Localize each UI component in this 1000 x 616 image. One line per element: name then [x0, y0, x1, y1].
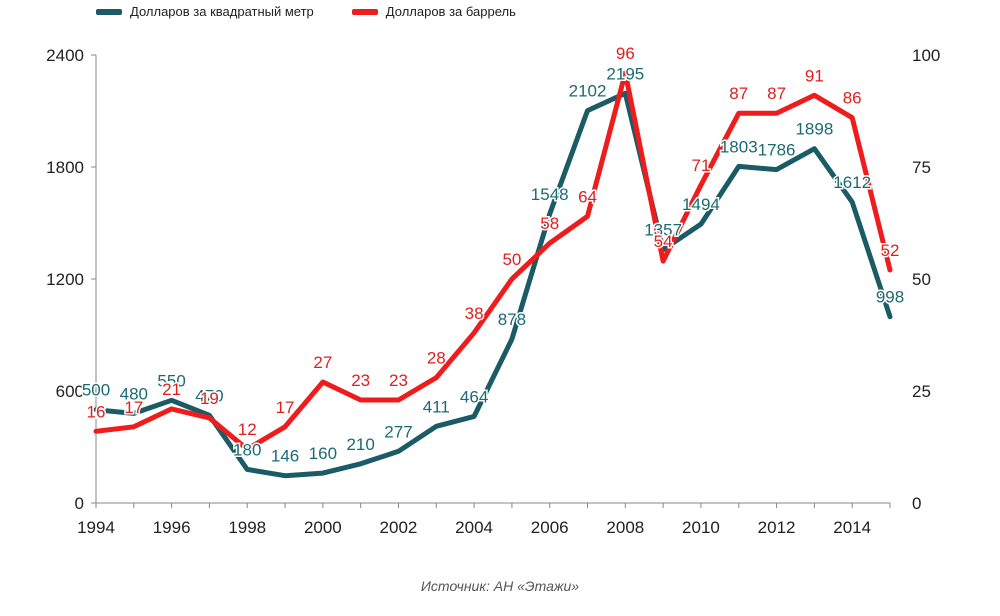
y-left-tick-label: 600: [56, 382, 84, 401]
data-label-sqm: 146: [271, 447, 299, 466]
y-right-tick-label: 75: [912, 158, 931, 177]
source-note: Источник: АН «Этажи»: [420, 578, 580, 594]
data-label-barrel: 64: [578, 187, 597, 206]
data-label-sqm: 1548: [531, 185, 569, 204]
data-label-barrel: 28: [427, 349, 446, 368]
data-label-sqm: 550: [157, 371, 185, 390]
x-tick-label: 2010: [682, 518, 720, 537]
x-tick-label: 1994: [77, 518, 115, 537]
data-label-sqm: 411: [423, 397, 450, 416]
data-label-barrel: 71: [691, 156, 710, 175]
data-label-sqm: 160: [309, 444, 337, 463]
data-label-barrel: 91: [805, 66, 824, 85]
data-label-barrel: 16: [87, 402, 106, 421]
data-label-sqm: 2102: [569, 82, 607, 101]
y-right-tick-label: 25: [912, 382, 931, 401]
y-right-tick-label: 0: [912, 494, 921, 513]
data-label-barrel: 52: [881, 241, 900, 260]
data-label-barrel: 38: [465, 304, 484, 323]
series-line-barrel: [93, 70, 893, 452]
x-tick-label: 2012: [758, 518, 796, 537]
data-label-barrel: 27: [313, 353, 332, 372]
data-label-sqm: 2195: [606, 64, 644, 83]
legend-item-sqm: Долларов за квадратный метр: [96, 4, 314, 19]
y-right-tick-label: 50: [912, 270, 931, 289]
data-label-barrel: 87: [767, 84, 786, 103]
legend-label-sqm: Долларов за квадратный метр: [130, 4, 314, 19]
data-label-sqm: 470: [195, 386, 223, 405]
data-label-barrel: 17: [124, 398, 143, 417]
legend-swatch-barrel: [351, 8, 378, 15]
data-label-sqm: 480: [120, 384, 148, 403]
data-label-barrel: 23: [351, 371, 370, 390]
x-tick-label: 2000: [304, 518, 342, 537]
x-tick-label: 2014: [833, 518, 871, 537]
data-label-sqm: 878: [498, 310, 526, 329]
data-label-sqm: 180: [233, 440, 261, 459]
data-label-barrel: 12: [238, 420, 257, 439]
data-label-sqm: 1494: [682, 195, 720, 214]
data-label-barrel: 23: [389, 371, 408, 390]
data-label-sqm: 998: [876, 288, 904, 307]
data-label-barrel: 87: [729, 84, 748, 103]
data-label-sqm: 1357: [644, 221, 682, 240]
data-label-sqm: 1786: [758, 141, 796, 160]
y-left-tick-label: 0: [75, 494, 84, 513]
data-label-barrel: 17: [276, 398, 295, 417]
data-label-sqm: 1803: [720, 137, 758, 156]
legend-swatch-sqm: [96, 8, 122, 15]
data-label-sqm: 210: [346, 435, 374, 454]
x-tick-label: 2002: [380, 518, 418, 537]
data-label-sqm: 1898: [795, 120, 833, 139]
data-label-barrel: 50: [502, 250, 521, 269]
data-label-barrel: 21: [162, 380, 181, 399]
data-label-barrel: 86: [843, 89, 862, 108]
y-right-tick-label: 100: [912, 46, 940, 65]
y-left-tick-label: 2400: [46, 46, 84, 65]
data-label-sqm: 1612: [833, 173, 871, 192]
data-label-sqm: 464: [460, 387, 488, 406]
data-label-sqm: 500: [82, 381, 110, 400]
series-line-sqm: [93, 90, 893, 479]
legend-label-barrel: Долларов за баррель: [385, 4, 516, 19]
data-label-barrel: 96: [616, 44, 635, 63]
data-label-sqm: 277: [384, 422, 412, 441]
x-tick-label: 1996: [153, 518, 191, 537]
data-label-barrel: 58: [540, 214, 559, 233]
legend-item-barrel: Долларов за баррель: [351, 4, 516, 19]
x-tick-label: 2004: [455, 518, 493, 537]
y-left-tick-label: 1800: [46, 158, 84, 177]
x-tick-label: 2006: [531, 518, 569, 537]
legend: Долларов за квадратный метр Долларов за …: [96, 4, 516, 19]
x-tick-label: 1998: [228, 518, 266, 537]
x-tick-label: 2008: [606, 518, 644, 537]
data-label-barrel: 19: [200, 389, 219, 408]
data-label-barrel: 54: [654, 232, 673, 251]
y-left-tick-label: 1200: [46, 270, 84, 289]
